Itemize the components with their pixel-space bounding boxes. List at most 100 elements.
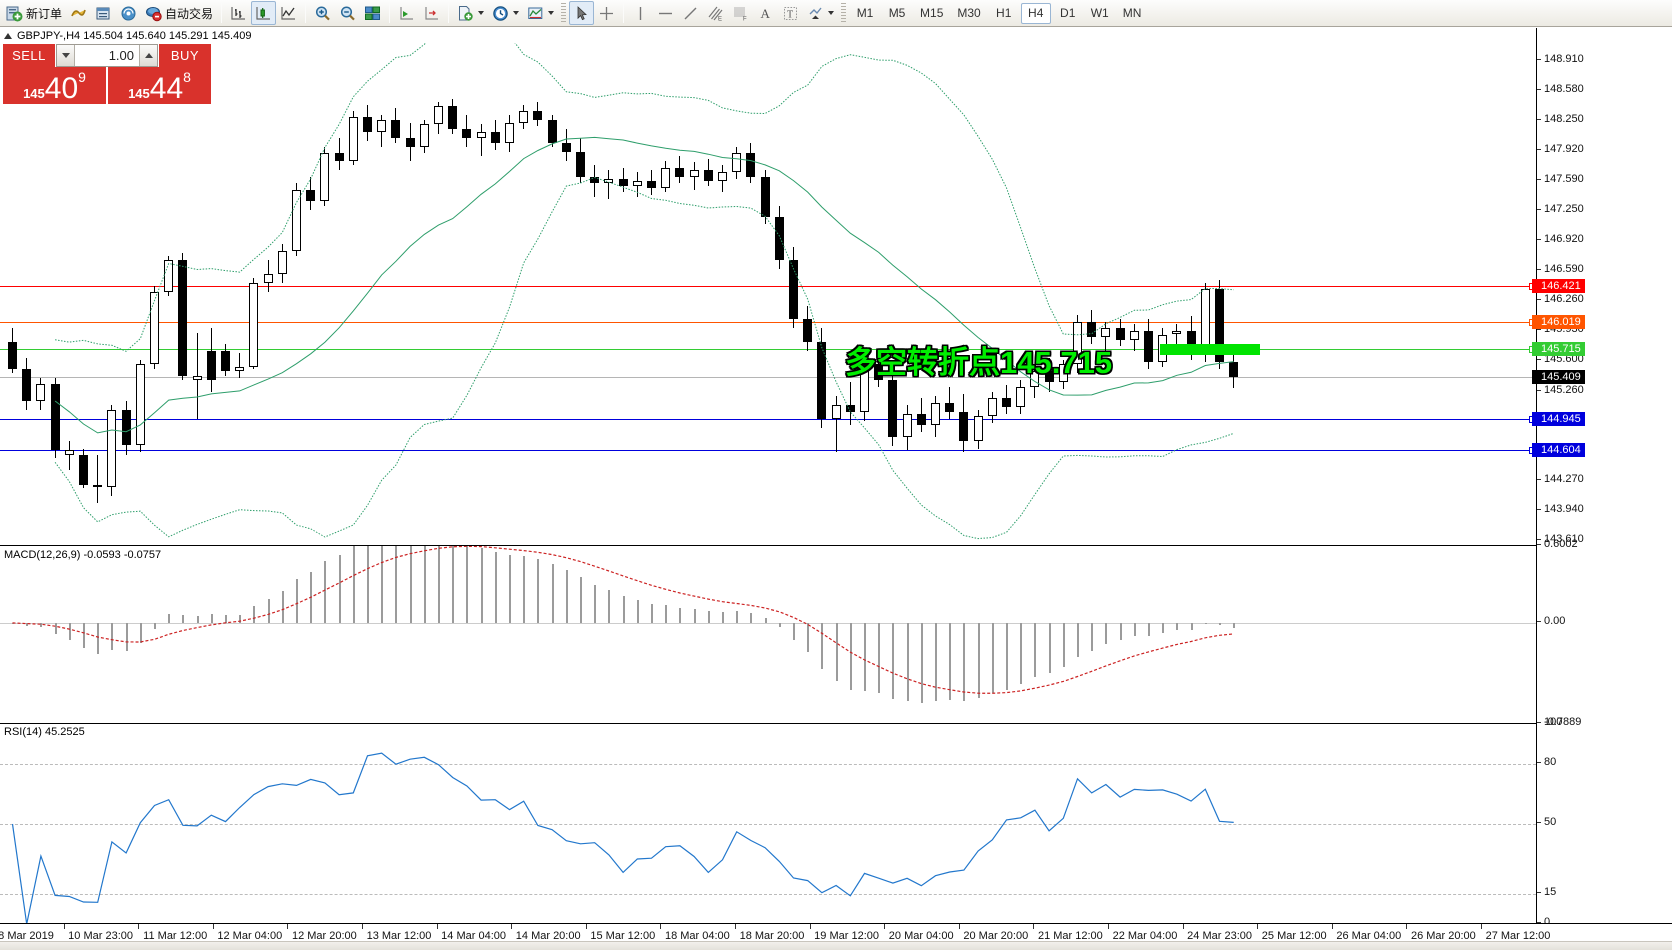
candlestick-chart-button[interactable] xyxy=(251,1,277,25)
macd-histogram-bar xyxy=(324,561,327,623)
timeframe-h4[interactable]: H4 xyxy=(1020,2,1051,24)
text-label-tool-button[interactable]: T xyxy=(778,1,803,25)
rsi-pane[interactable] xyxy=(0,723,1536,923)
support-level-blue-2-badge[interactable]: 144.604 xyxy=(1532,443,1585,457)
auto-trading-label: 自动交易 xyxy=(165,6,214,21)
new-order-button[interactable]: 新订单 xyxy=(2,1,66,25)
fibonacci-tool-button[interactable]: F xyxy=(728,1,753,25)
timeframe-m5[interactable]: M5 xyxy=(888,6,906,20)
toolbar-grip[interactable] xyxy=(841,3,847,23)
crosshair-tool-button[interactable] xyxy=(594,1,619,25)
one-click-trading-panel[interactable]: SELL 1.00 BUY 145 40 9 145 44 8 xyxy=(3,44,211,104)
chevron-down-icon[interactable] xyxy=(828,11,835,15)
timeframe-h1[interactable]: H1 xyxy=(996,6,1012,20)
current-price-level-badge[interactable]: 145.409 xyxy=(1532,370,1585,385)
line-chart-button[interactable] xyxy=(276,1,301,25)
buy-price-display[interactable]: 145 44 8 xyxy=(108,67,211,104)
macd-histogram-bar xyxy=(452,546,455,623)
sell-price-display[interactable]: 145 40 9 xyxy=(3,67,106,104)
equidistant-channel-button[interactable]: E xyxy=(703,1,728,25)
macd-histogram-bar xyxy=(750,612,753,623)
cursor-tool-button[interactable] xyxy=(569,1,595,25)
candle-wick xyxy=(608,169,610,199)
macd-histogram-bar xyxy=(196,616,199,623)
time-axis-label: 19 Mar 12:00 xyxy=(814,930,880,942)
auto-scroll-button[interactable] xyxy=(419,1,444,25)
vline-tool-button[interactable] xyxy=(628,1,653,25)
candlestick xyxy=(405,43,415,540)
timeframe-d1[interactable]: D1 xyxy=(1060,6,1076,20)
macd-histogram-bar xyxy=(906,622,909,702)
bar-chart-button[interactable] xyxy=(226,1,251,25)
rsi-axis-tick: 50 xyxy=(1537,816,1556,828)
time-axis-label: 12 Mar 04:00 xyxy=(217,930,283,942)
macd-histogram-bar xyxy=(949,622,952,700)
signals-button[interactable] xyxy=(116,1,141,25)
objects-button[interactable] xyxy=(803,1,838,25)
candle-body xyxy=(590,176,600,184)
crosshair-icon xyxy=(598,5,615,22)
candle-wick xyxy=(480,124,482,157)
support-level-blue-1-badge[interactable]: 144.945 xyxy=(1532,412,1585,427)
sell-price-integer: 145 xyxy=(23,86,45,101)
price-axis-tick: 144.270 xyxy=(1537,473,1584,485)
bar-chart-icon xyxy=(230,5,247,22)
macd-histogram-bar xyxy=(1077,622,1079,657)
toolbar-grip[interactable] xyxy=(561,3,567,23)
chevron-down-icon[interactable] xyxy=(548,11,555,15)
shift-end-button[interactable] xyxy=(394,1,419,25)
candle-body xyxy=(263,273,273,283)
chevron-down-icon[interactable] xyxy=(513,11,520,15)
timeframe-m15[interactable]: M15 xyxy=(920,6,944,20)
buy-button[interactable]: BUY xyxy=(159,44,211,67)
price-axis-tick: 143.940 xyxy=(1537,503,1584,515)
price-chart-pane[interactable] xyxy=(0,43,1536,540)
candle-body xyxy=(703,169,713,181)
candle-body xyxy=(902,414,912,437)
resistance-level-orange-badge[interactable]: 146.019 xyxy=(1532,314,1585,329)
macd-pane[interactable] xyxy=(0,545,1536,723)
tile-windows-button[interactable] xyxy=(360,1,385,25)
period-button[interactable] xyxy=(488,1,523,25)
data-window-button[interactable] xyxy=(91,1,116,25)
timeframe-m1[interactable]: M1 xyxy=(856,6,874,20)
volume-stepper[interactable]: 1.00 xyxy=(56,44,158,67)
macd-histogram-bar xyxy=(1091,622,1094,651)
trendline-tool-button[interactable] xyxy=(678,1,703,25)
text-tool-button[interactable]: A xyxy=(753,1,778,25)
rsi-level-line xyxy=(0,824,1536,825)
zoom-in-button[interactable] xyxy=(310,1,335,25)
candle-body xyxy=(1016,387,1026,407)
time-axis-label: 20 Mar 20:00 xyxy=(963,930,1029,942)
timeframe-mn[interactable]: MN xyxy=(1122,6,1142,20)
templates-button[interactable] xyxy=(453,1,488,25)
collapse-triangle-icon[interactable] xyxy=(4,32,12,39)
resistance-level-red-badge[interactable]: 146.421 xyxy=(1532,278,1585,293)
volume-input[interactable]: 1.00 xyxy=(75,45,139,66)
pivot-highlight-bar[interactable] xyxy=(1160,344,1260,356)
zoom-out-button[interactable] xyxy=(335,1,360,25)
timeframe-w1[interactable]: W1 xyxy=(1090,6,1109,20)
candle-body xyxy=(916,414,926,426)
sell-button[interactable]: SELL xyxy=(3,44,55,67)
rsi-axis-tick: 80 xyxy=(1537,756,1556,768)
pivot-level-green-badge[interactable]: 145.715 xyxy=(1532,342,1585,357)
candlestick xyxy=(93,43,103,540)
symbol-header: GBPJPY-,H4 145.504 145.640 145.291 145.4… xyxy=(0,28,1672,43)
indicators-button[interactable] xyxy=(66,1,91,25)
volume-decrease-button[interactable] xyxy=(57,45,75,66)
indicator-list-button[interactable] xyxy=(523,1,558,25)
chevron-down-icon[interactable] xyxy=(478,11,485,15)
svg-text:F: F xyxy=(743,16,747,22)
timeframe-m30[interactable]: M30 xyxy=(957,6,981,20)
auto-trading-button[interactable]: 自动交易 xyxy=(141,1,217,25)
price-axis-tick: 146.260 xyxy=(1537,293,1584,305)
symbol-ohlc-text: GBPJPY-,H4 145.504 145.640 145.291 145.4… xyxy=(17,29,252,42)
objects-icon xyxy=(807,5,824,22)
volume-increase-button[interactable] xyxy=(139,45,157,66)
buy-price-main: 44 xyxy=(149,72,184,106)
hline-tool-button[interactable] xyxy=(653,1,678,25)
macd-histogram-bar xyxy=(651,603,653,623)
price-axis[interactable]: 148.910 148.580 148.250 147.920 147.590 147.2… xyxy=(1532,28,1672,928)
macd-histogram-bar xyxy=(1105,622,1108,645)
